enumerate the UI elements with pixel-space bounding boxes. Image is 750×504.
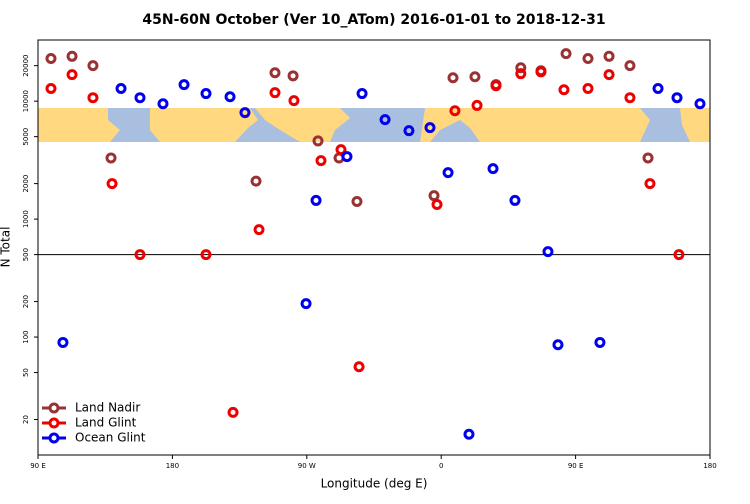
- x-tick-label: 90 E: [30, 462, 46, 470]
- point: [624, 60, 636, 72]
- point: [403, 125, 415, 137]
- point: [224, 91, 236, 103]
- point: [200, 249, 212, 261]
- point: [66, 50, 78, 62]
- point: [431, 198, 443, 210]
- point: [45, 52, 57, 64]
- chart-title: 45N-60N October (Ver 10_ATom) 2016-01-01…: [142, 12, 605, 28]
- point: [463, 428, 475, 440]
- point: [45, 83, 57, 95]
- point: [250, 175, 262, 187]
- point: [87, 92, 99, 104]
- point: [379, 114, 391, 126]
- point: [490, 80, 502, 92]
- point: [535, 66, 547, 78]
- point: [353, 361, 365, 373]
- x-axis-label: Longitude (deg E): [321, 477, 428, 491]
- point: [424, 122, 436, 134]
- point: [335, 144, 347, 156]
- point: [515, 68, 527, 80]
- point: [105, 152, 117, 164]
- point: [178, 79, 190, 91]
- point: [106, 178, 118, 190]
- point: [227, 406, 239, 418]
- point: [157, 98, 169, 110]
- point: [134, 92, 146, 104]
- point: [471, 99, 483, 111]
- point: [509, 194, 521, 206]
- legend-label: Land Nadir: [75, 401, 140, 415]
- point: [558, 84, 570, 96]
- x-tick-label: 180: [166, 462, 179, 470]
- point: [582, 52, 594, 64]
- y-tick-label: 500: [22, 248, 30, 261]
- y-tick-label: 50: [22, 368, 30, 377]
- legend-marker: [48, 432, 60, 444]
- point: [552, 339, 564, 351]
- point: [652, 83, 664, 95]
- point: [300, 298, 312, 310]
- point: [66, 69, 78, 81]
- legend-label: Ocean Glint: [75, 431, 146, 445]
- point: [269, 67, 281, 79]
- point: [694, 98, 706, 110]
- map-band: [38, 108, 710, 142]
- y-tick-label: 2000: [22, 175, 30, 193]
- point: [312, 135, 324, 147]
- point: [515, 62, 527, 74]
- y-tick-label: 10000: [22, 90, 30, 112]
- point: [239, 107, 251, 119]
- point: [87, 60, 99, 72]
- point: [442, 167, 454, 179]
- legend-marker: [48, 417, 60, 429]
- x-tick-label: 180: [703, 462, 716, 470]
- y-tick-label: 100: [22, 330, 30, 343]
- x-tick-label: 90 E: [568, 462, 584, 470]
- point: [603, 50, 615, 62]
- x-tick-label: 0: [439, 462, 443, 470]
- point: [624, 92, 636, 104]
- point: [671, 92, 683, 104]
- point: [253, 224, 265, 236]
- point: [57, 336, 69, 348]
- point: [582, 83, 594, 95]
- x-tick-label: 90 W: [298, 462, 316, 470]
- point: [487, 163, 499, 175]
- point: [269, 87, 281, 99]
- y-tick-label: 200: [22, 295, 30, 308]
- legend-marker: [48, 402, 60, 414]
- point: [673, 249, 685, 261]
- point: [115, 83, 127, 95]
- legend-label: Land Glint: [75, 416, 137, 430]
- y-tick-label: 1000: [22, 210, 30, 228]
- point: [594, 336, 606, 348]
- y-tick-label: 20000: [22, 55, 30, 77]
- y-axis-label: N Total: [0, 227, 13, 268]
- y-tick-label: 20: [22, 415, 30, 424]
- point: [351, 196, 363, 208]
- point: [603, 69, 615, 81]
- point: [315, 155, 327, 167]
- point: [356, 88, 368, 100]
- point: [134, 249, 146, 261]
- point: [288, 95, 300, 107]
- point: [644, 178, 656, 190]
- point: [449, 105, 461, 117]
- point: [200, 88, 212, 100]
- point: [542, 246, 554, 258]
- point: [469, 71, 481, 83]
- point: [287, 70, 299, 82]
- point: [428, 190, 440, 202]
- y-tick-label: 5000: [22, 128, 30, 146]
- point: [341, 151, 353, 163]
- plot-frame: [37, 39, 711, 456]
- point: [447, 72, 459, 84]
- point: [642, 152, 654, 164]
- point: [310, 194, 322, 206]
- point: [560, 48, 572, 60]
